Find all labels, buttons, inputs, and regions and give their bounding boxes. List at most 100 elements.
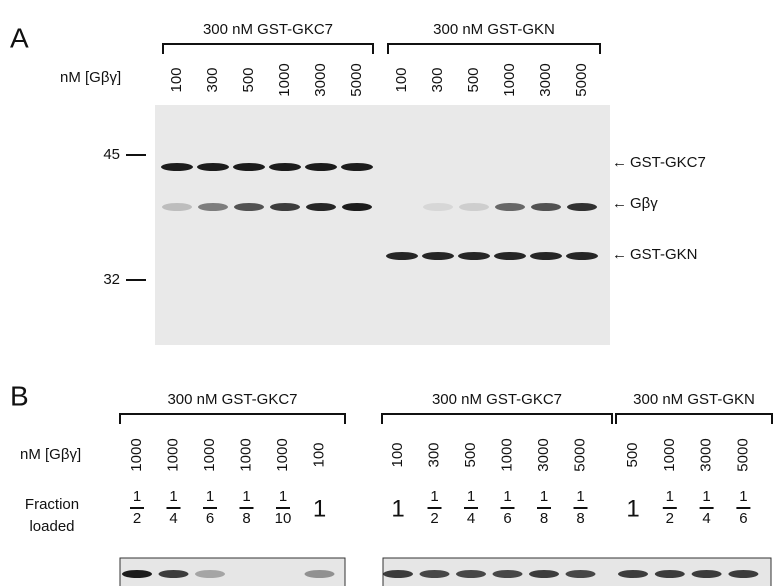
- fraction-den: 4: [702, 510, 710, 527]
- band: [458, 252, 490, 260]
- lane-label: 3000: [537, 63, 554, 96]
- group-title: 300 nM GST-GKC7: [432, 391, 562, 408]
- fraction-den: 2: [666, 510, 674, 527]
- band: [459, 203, 489, 211]
- bracket: [162, 43, 374, 54]
- gel: [155, 105, 610, 345]
- band: [305, 163, 337, 171]
- band: [383, 570, 413, 578]
- lane-label: 100: [168, 67, 185, 92]
- fraction-num: 1: [206, 488, 214, 505]
- band: [566, 252, 598, 260]
- bracket: [615, 413, 773, 424]
- lane-label: 1000: [276, 63, 293, 96]
- gel-strip: [119, 557, 346, 586]
- band: [198, 203, 228, 211]
- fraction-whole: 1: [313, 495, 326, 522]
- lane-label: 300: [204, 67, 221, 92]
- band: [494, 252, 526, 260]
- lane-label: 1000: [128, 438, 145, 471]
- band: [162, 203, 192, 211]
- band-arrow: ←: [612, 154, 627, 171]
- band: [419, 570, 450, 578]
- band: [234, 203, 264, 211]
- lane-label: 1000: [164, 438, 181, 471]
- lane-label: 3000: [698, 438, 715, 471]
- band: [304, 570, 335, 578]
- group-title: 300 nM GST-GKN: [433, 21, 555, 38]
- band: [691, 570, 722, 578]
- band: [423, 203, 453, 211]
- fraction-den: 8: [540, 510, 548, 527]
- fraction-num: 1: [666, 488, 674, 505]
- band: [530, 252, 562, 260]
- band-arrow: ←: [612, 246, 627, 263]
- lane-axis-label: nM [Gβγ]: [20, 446, 81, 463]
- panel-label: B: [10, 380, 29, 411]
- band: [306, 203, 336, 211]
- fraction-den: 6: [739, 510, 747, 527]
- fraction-num: 1: [702, 488, 710, 505]
- bracket: [387, 43, 601, 54]
- band: [386, 252, 418, 260]
- band: [195, 570, 225, 578]
- lane-label: 500: [462, 442, 479, 467]
- fraction-den: 4: [169, 510, 177, 527]
- fraction-num: 1: [540, 488, 548, 505]
- band-label: GST-GKN: [630, 246, 698, 263]
- lane-label: 300: [425, 442, 442, 467]
- band: [495, 203, 525, 211]
- fraction-num: 1: [279, 488, 287, 505]
- band: [341, 163, 373, 171]
- band: [456, 570, 486, 578]
- fraction-num: 1: [503, 488, 511, 505]
- fraction-den: 6: [206, 510, 214, 527]
- panel-label: A: [10, 22, 29, 53]
- fraction-num: 1: [576, 488, 584, 505]
- lane-label: 5000: [573, 63, 590, 96]
- lane-label: 1000: [237, 438, 254, 471]
- band: [270, 203, 300, 211]
- fraction-label: loaded: [29, 518, 74, 535]
- band: [269, 163, 301, 171]
- fraction-num: 1: [242, 488, 250, 505]
- lane-label: 500: [624, 442, 641, 467]
- band: [618, 570, 648, 578]
- lane-label: 3000: [535, 438, 552, 471]
- fraction-num: 1: [430, 488, 438, 505]
- band: [654, 570, 685, 578]
- band: [161, 163, 193, 171]
- lane-label: 5000: [734, 438, 751, 471]
- lane-label: 500: [240, 67, 257, 92]
- lane-label: 100: [310, 442, 327, 467]
- fraction-num: 1: [133, 488, 141, 505]
- band: [233, 163, 265, 171]
- band-label: Gβγ: [630, 195, 658, 212]
- bracket: [119, 413, 346, 424]
- lane-label: 5000: [348, 63, 365, 96]
- lane-label: 100: [389, 442, 406, 467]
- band: [529, 570, 559, 578]
- lane-label: 1000: [498, 438, 515, 471]
- bracket: [381, 413, 613, 424]
- lane-label: 1000: [661, 438, 678, 471]
- fraction-den: 4: [467, 510, 475, 527]
- band: [158, 570, 189, 578]
- band: [492, 570, 523, 578]
- band: [422, 252, 454, 260]
- lane-axis-label: nM [Gβγ]: [60, 69, 121, 86]
- fraction-den: 8: [242, 510, 250, 527]
- fraction-whole: 1: [391, 495, 404, 522]
- lane-label: 500: [465, 67, 482, 92]
- fraction-den: 6: [503, 510, 511, 527]
- marker-label: 45: [103, 146, 120, 163]
- band: [531, 203, 561, 211]
- marker-label: 32: [103, 271, 120, 288]
- band-arrow: ←: [612, 195, 627, 212]
- fraction-num: 1: [467, 488, 475, 505]
- fraction-whole: 1: [626, 495, 639, 522]
- group-title: 300 nM GST-GKC7: [167, 391, 297, 408]
- lane-label: 1000: [501, 63, 518, 96]
- fraction-num: 1: [169, 488, 177, 505]
- band: [122, 570, 152, 578]
